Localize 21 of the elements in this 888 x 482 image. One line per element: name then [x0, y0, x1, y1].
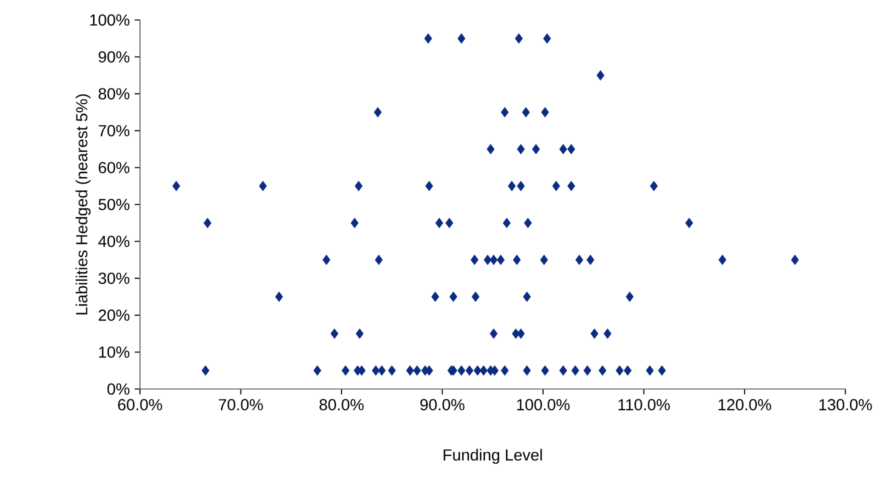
y-tick-label: 60% — [98, 162, 130, 174]
x-axis-title: Funding Level — [444, 448, 542, 464]
y-tick-label: 10% — [99, 346, 130, 358]
x-tick-label: 120.0% — [718, 399, 772, 410]
y-axis-title: Liabilities Hedged (nearest 5%) — [76, 94, 91, 314]
y-tick-label: 0% — [107, 383, 130, 395]
y-tick-label: 20% — [98, 310, 130, 321]
y-tick-label: 90% — [98, 51, 130, 63]
x-tick-label: 130.0% — [819, 399, 872, 410]
x-tick-label: 100.0% — [517, 399, 570, 410]
y-tick-label: 80% — [98, 88, 130, 100]
x-tick-label: 90.0% — [420, 399, 464, 410]
x-tick-label: 60.0% — [118, 399, 162, 410]
x-tick-label: 110.0% — [618, 399, 670, 410]
y-tick-label: 30% — [98, 272, 130, 284]
y-tick-label: 40% — [98, 236, 130, 248]
y-tick-label: 70% — [98, 125, 130, 136]
y-tick-label: 100% — [90, 14, 130, 26]
x-tick-label: 70.0% — [218, 399, 263, 410]
x-tick-label: 80.0% — [320, 399, 364, 410]
y-tick-label: 50% — [98, 198, 130, 210]
